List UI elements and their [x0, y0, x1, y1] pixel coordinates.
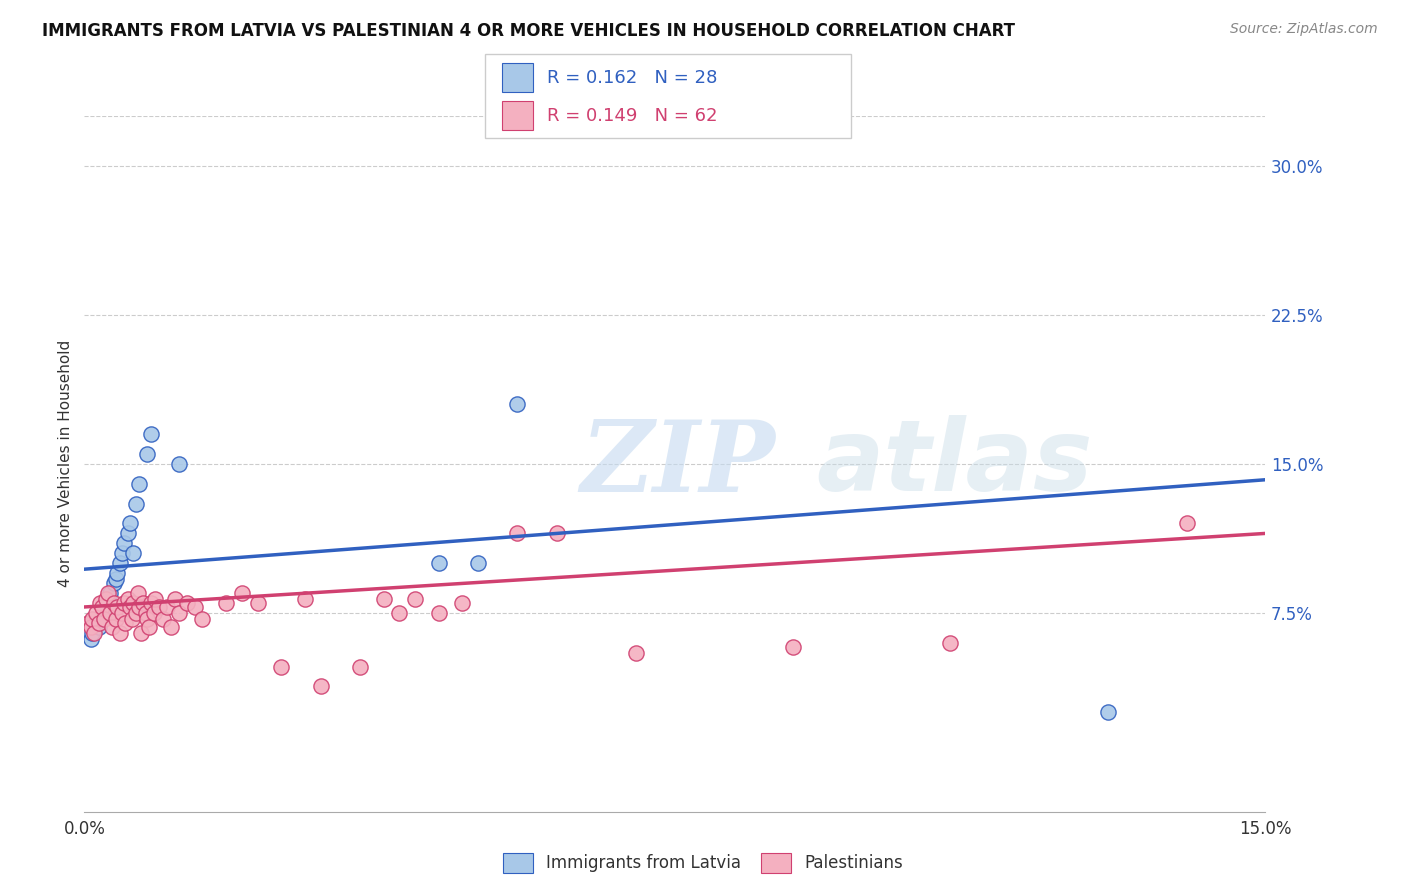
Point: [152, 612, 174, 626]
Point: [90, 612, 112, 626]
Text: IMMIGRANTS FROM LATVIA VS PALESTINIAN 4 OR MORE VEHICLES IN HOUSEHOLD CORRELATIO: IMMIGRANTS FROM LATVIA VS PALESTINIAN 4 …: [42, 22, 1015, 40]
Point: [82, 625, 104, 640]
Point: [114, 615, 136, 630]
Point: [506, 526, 529, 541]
Point: [112, 536, 135, 550]
Point: [101, 620, 124, 634]
Point: [506, 397, 529, 411]
Point: [89, 596, 111, 610]
Point: [136, 447, 159, 461]
Point: [294, 592, 316, 607]
Point: [1097, 706, 1119, 720]
Point: [138, 620, 160, 634]
Point: [349, 659, 371, 673]
Y-axis label: 4 or more Vehicles in Household: 4 or more Vehicles in Household: [58, 340, 73, 588]
Point: [93, 612, 115, 626]
Point: [939, 636, 962, 650]
Point: [183, 599, 205, 614]
Point: [104, 612, 127, 626]
Point: [97, 592, 120, 607]
Text: Source: ZipAtlas.com: Source: ZipAtlas.com: [1230, 22, 1378, 37]
Point: [215, 596, 238, 610]
Point: [107, 566, 129, 581]
Point: [108, 556, 131, 570]
Point: [129, 625, 152, 640]
Point: [309, 680, 332, 694]
Point: [160, 620, 183, 634]
Point: [167, 606, 190, 620]
Point: [97, 586, 120, 600]
Point: [246, 596, 269, 610]
Point: [132, 596, 155, 610]
Point: [142, 606, 165, 620]
Point: [388, 606, 411, 620]
Point: [782, 640, 804, 654]
Point: [451, 596, 474, 610]
Point: [163, 592, 186, 607]
Point: [191, 612, 214, 626]
Point: [141, 427, 163, 442]
Point: [122, 596, 145, 610]
Point: [117, 526, 139, 541]
Text: R = 0.149   N = 62: R = 0.149 N = 62: [547, 107, 717, 125]
Point: [111, 606, 134, 620]
Point: [122, 546, 145, 560]
Point: [103, 596, 125, 610]
Point: [373, 592, 395, 607]
Point: [136, 612, 159, 626]
Point: [111, 546, 134, 560]
Point: [98, 586, 121, 600]
Point: [79, 632, 101, 646]
Point: [79, 620, 101, 634]
Point: [84, 615, 107, 630]
Point: [141, 596, 163, 610]
Point: [96, 596, 118, 610]
Point: [118, 599, 141, 614]
Point: [117, 592, 139, 607]
Point: [121, 612, 143, 626]
Point: [270, 659, 292, 673]
Point: [108, 625, 131, 640]
Point: [104, 572, 127, 586]
Point: [77, 615, 100, 630]
Point: [1175, 516, 1198, 531]
Point: [467, 556, 489, 570]
Point: [624, 646, 647, 660]
Point: [127, 586, 149, 600]
Point: [101, 599, 124, 614]
Point: [546, 526, 568, 541]
Point: [176, 596, 198, 610]
Point: [404, 592, 426, 607]
Point: [83, 625, 105, 640]
Text: atlas: atlas: [817, 416, 1092, 512]
Point: [124, 497, 146, 511]
Point: [135, 606, 157, 620]
Point: [98, 606, 121, 620]
Point: [84, 606, 107, 620]
Point: [87, 615, 110, 630]
Point: [93, 606, 115, 620]
Point: [128, 599, 150, 614]
Legend: Immigrants from Latvia, Palestinians: Immigrants from Latvia, Palestinians: [496, 847, 910, 880]
Point: [148, 599, 170, 614]
Point: [112, 596, 135, 610]
Point: [143, 592, 166, 607]
Point: [231, 586, 253, 600]
Point: [87, 620, 110, 634]
Point: [156, 599, 179, 614]
Point: [90, 599, 112, 614]
Text: R = 0.162   N = 28: R = 0.162 N = 28: [547, 69, 717, 87]
Point: [427, 556, 450, 570]
Point: [128, 476, 150, 491]
Point: [103, 576, 125, 591]
Point: [124, 606, 146, 620]
Text: ZIP: ZIP: [581, 416, 775, 512]
Point: [82, 612, 104, 626]
Point: [167, 457, 190, 471]
Point: [427, 606, 450, 620]
Point: [107, 599, 129, 614]
Point: [118, 516, 141, 531]
Point: [96, 592, 118, 607]
